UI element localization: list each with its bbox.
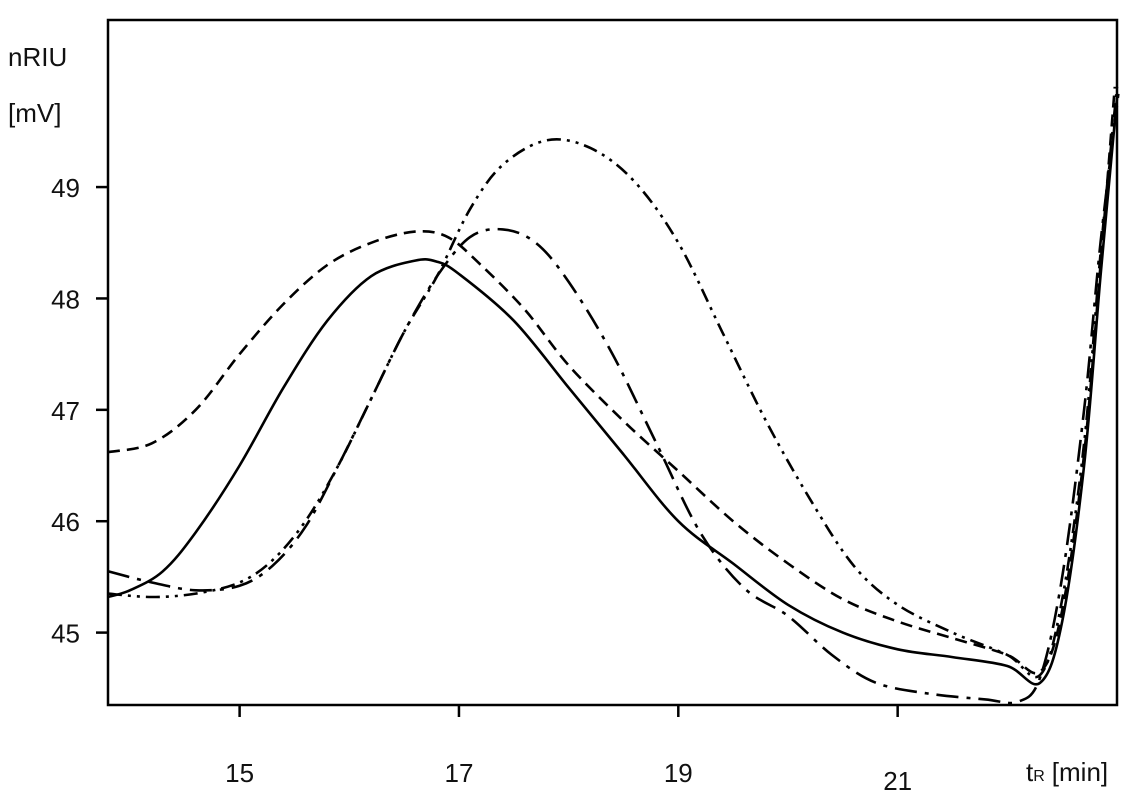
x-tick-label: 21 <box>883 766 912 796</box>
y-tick-label: 45 <box>51 619 80 649</box>
y-tick-label: 48 <box>51 284 80 314</box>
series-line-dash-dot-dot <box>107 86 1119 679</box>
tick-layer: 15 17 19 21 45 46 47 48 49 <box>51 173 912 796</box>
series-line-dash-dot <box>107 86 1121 705</box>
x-axis-label-main: t <box>1026 757 1034 787</box>
y-tick-label: 47 <box>51 396 80 426</box>
y-tick-label: 46 <box>51 507 80 537</box>
x-axis-label-unit: [min] <box>1052 757 1108 787</box>
y-axis-label-line1: nRIU <box>8 42 67 72</box>
y-tick-label: 49 <box>51 173 80 203</box>
series-line-solid <box>107 97 1119 686</box>
series-line-dashed <box>107 86 1117 675</box>
y-axis-label-line2: [mV] <box>8 98 61 128</box>
x-tick-label: 15 <box>225 758 254 788</box>
x-tick-label: 17 <box>444 758 473 788</box>
x-axis-label-subscript: R <box>1033 768 1045 785</box>
series-layer <box>107 86 1121 705</box>
x-tick-label: 19 <box>664 758 693 788</box>
x-axis-label: tR [min] <box>1026 757 1108 787</box>
plot-frame <box>106 18 1119 707</box>
